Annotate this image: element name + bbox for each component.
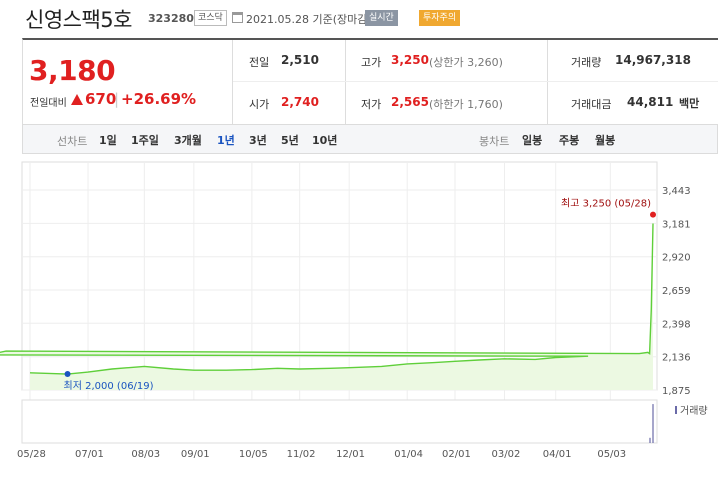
base-date: 2021.05.28 기준(장마감) bbox=[246, 13, 372, 26]
max-marker bbox=[650, 211, 656, 218]
chart-period-tabs: 선차트 1일 1주일 3개월 1년 3년 5년 10년 봉차트 일봉 주봉 월봉 bbox=[22, 124, 718, 154]
x-tick-label: 02/01 bbox=[442, 449, 471, 460]
stock-code: 323280 bbox=[148, 12, 194, 25]
diff-label: 전일대비 bbox=[30, 98, 67, 109]
stats-table: 전일 2,510 고가 3,250 (상한가 3,260) 거래량 14,967… bbox=[233, 40, 718, 124]
y-tick-label: 3,181 bbox=[662, 219, 691, 230]
divider bbox=[547, 40, 548, 124]
y-tick-label: 2,659 bbox=[662, 286, 691, 297]
price-chart[interactable]: 3,443 3,181 2,920 2,659 2,398 2,136 1,875 05/28… bbox=[0, 160, 718, 477]
tab-3y[interactable]: 3년 bbox=[249, 134, 267, 147]
tab-5y[interactable]: 5년 bbox=[281, 134, 299, 147]
tab-3m[interactable]: 3개월 bbox=[174, 134, 202, 147]
stock-name[interactable]: 신영스팩5호 bbox=[25, 8, 132, 32]
trade-amount-value: 44,811 bbox=[627, 95, 674, 109]
x-tick-label: 04/01 bbox=[543, 449, 572, 460]
volume-frame bbox=[21, 399, 658, 444]
market-badge: 코스닥 bbox=[194, 10, 227, 26]
volume-value: 14,967,318 bbox=[615, 53, 691, 67]
x-tick-label: 07/01 bbox=[75, 449, 104, 460]
x-tick-label: 09/01 bbox=[181, 449, 210, 460]
high-value: 3,250 bbox=[391, 53, 429, 67]
stock-header: 신영스팩5호 323280 코스닥 2021.05.28 기준(장마감) 실시간… bbox=[0, 0, 718, 36]
x-tick-label: 12/01 bbox=[336, 449, 365, 460]
volume-legend-swatch bbox=[675, 406, 677, 414]
high-label: 고가 bbox=[361, 56, 382, 69]
trade-amount-unit: 백만 bbox=[679, 97, 700, 110]
x-tick-label: 11/02 bbox=[287, 449, 316, 460]
prev-close-value: 2,510 bbox=[281, 53, 319, 67]
tab-10y[interactable]: 10년 bbox=[312, 134, 338, 147]
divider bbox=[345, 40, 346, 124]
min-label: 최저 2,000 (06/19) bbox=[64, 380, 154, 392]
tab-1w[interactable]: 1주일 bbox=[131, 134, 159, 147]
y-tick-label: 1,875 bbox=[662, 386, 691, 397]
line-chart-label: 선차트 bbox=[57, 135, 88, 148]
realtime-badge[interactable]: 실시간 bbox=[365, 10, 398, 26]
current-price-box: 3,180 전일대비 670 | +26.69% bbox=[23, 40, 233, 124]
volume-label: 거래량 bbox=[571, 56, 602, 69]
x-tick-label: 08/03 bbox=[131, 449, 160, 460]
price-summary: 3,180 전일대비 670 | +26.69% 전일 2,510 고가 3,2… bbox=[22, 38, 718, 124]
stats-row: 시가 2,740 저가 2,565 (하한가 1,760) 거래대금 44,81… bbox=[233, 82, 718, 124]
upper-limit: (상한가 3,260) bbox=[429, 56, 503, 69]
y-tick-label: 2,136 bbox=[662, 353, 691, 364]
x-tick-label: 03/02 bbox=[492, 449, 521, 460]
open-value: 2,740 bbox=[281, 95, 319, 109]
y-tick-label: 2,398 bbox=[662, 319, 691, 330]
up-arrow-icon bbox=[71, 94, 83, 105]
tab-daily[interactable]: 일봉 bbox=[522, 134, 543, 147]
price-line bbox=[0, 223, 654, 375]
tab-1y[interactable]: 1년 bbox=[217, 134, 235, 147]
prev-close-label: 전일 bbox=[249, 56, 270, 69]
x-tick-label: 05/28 bbox=[17, 449, 46, 460]
tab-1d[interactable]: 1일 bbox=[99, 134, 117, 147]
trade-amount-label: 거래대금 bbox=[571, 98, 612, 111]
max-label: 최고 3,250 (05/28) bbox=[561, 198, 651, 210]
min-marker bbox=[64, 371, 71, 378]
x-tick-label: 01/04 bbox=[394, 449, 423, 460]
tab-weekly[interactable]: 주봉 bbox=[559, 134, 580, 147]
current-price: 3,180 bbox=[29, 54, 116, 87]
low-value: 2,565 bbox=[391, 95, 429, 109]
diff-rate: +26.69% bbox=[121, 90, 197, 108]
volume-legend-label: 거래량 bbox=[680, 405, 708, 417]
diff-amount: 670 bbox=[85, 90, 117, 108]
lower-limit: (하한가 1,760) bbox=[429, 98, 503, 111]
price-area bbox=[0, 223, 653, 390]
tab-monthly[interactable]: 월봉 bbox=[595, 134, 616, 147]
y-tick-label: 3,443 bbox=[662, 186, 691, 197]
open-label: 시가 bbox=[249, 98, 270, 111]
diff-separator: | bbox=[114, 90, 120, 108]
investment-warning-badge: 투자주의 bbox=[419, 10, 461, 26]
stats-row: 전일 2,510 고가 3,250 (상한가 3,260) 거래량 14,967… bbox=[233, 40, 718, 82]
low-label: 저가 bbox=[361, 98, 382, 111]
x-tick-label: 05/03 bbox=[597, 449, 626, 460]
calendar-icon bbox=[232, 12, 243, 23]
y-tick-label: 2,920 bbox=[662, 253, 691, 264]
x-tick-label: 10/05 bbox=[239, 449, 268, 460]
candle-chart-label: 봉차트 bbox=[479, 135, 510, 148]
